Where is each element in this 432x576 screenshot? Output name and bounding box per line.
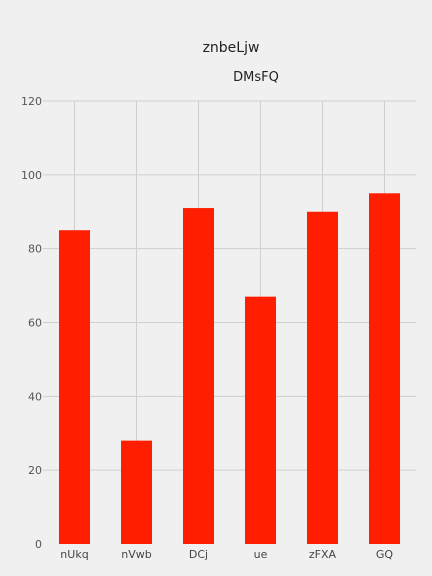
x-tick-label: zFXA bbox=[309, 548, 337, 561]
x-tick-label: nUkq bbox=[60, 548, 88, 561]
grid bbox=[43, 100, 416, 544]
y-tick-label: 80 bbox=[28, 243, 42, 256]
y-axis-ticks: 0 20 40 60 80 100 120 bbox=[21, 95, 42, 551]
bar-GQ bbox=[369, 193, 400, 544]
chart-title: znbeLjw bbox=[203, 40, 260, 56]
y-tick-label: 20 bbox=[28, 464, 42, 477]
chart-subtitle: DMsFQ bbox=[233, 70, 279, 85]
bar-DCj bbox=[183, 208, 214, 544]
x-axis-labels: nUkq nVwb DCj ue zFXA GQ bbox=[60, 548, 393, 561]
y-tick-label: 40 bbox=[28, 390, 42, 403]
bar-nVwb bbox=[121, 440, 152, 544]
bar-nUkq bbox=[59, 230, 90, 545]
y-tick-label: 120 bbox=[21, 95, 42, 108]
x-tick-label: nVwb bbox=[121, 548, 151, 561]
y-tick-label: 0 bbox=[35, 538, 42, 551]
bars bbox=[59, 193, 400, 545]
bar-ue bbox=[245, 296, 276, 544]
bar-zFXA bbox=[307, 211, 338, 544]
x-tick-label: DCj bbox=[189, 548, 208, 561]
x-tick-label: GQ bbox=[376, 548, 394, 561]
x-tick-label: ue bbox=[254, 548, 268, 561]
y-tick-label: 60 bbox=[28, 317, 42, 330]
y-tick-label: 100 bbox=[21, 169, 42, 182]
